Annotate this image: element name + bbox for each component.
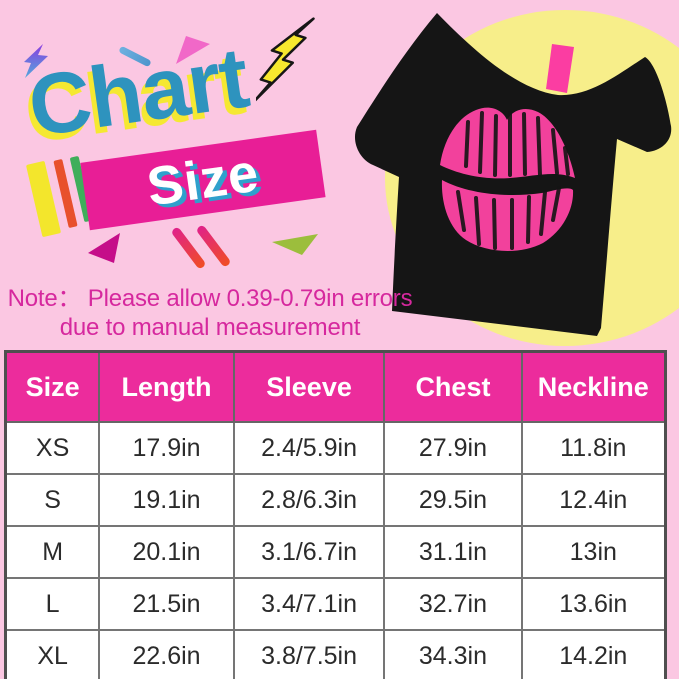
size-banner: Size	[80, 129, 326, 231]
measurement-cell: 17.9in	[98, 421, 235, 475]
tshirt-product-image	[354, 13, 672, 336]
header-size: Size	[4, 350, 101, 423]
logo-word-chart: Chart	[22, 29, 254, 156]
measurement-cell: 2.4/5.9in	[232, 421, 386, 475]
measurement-cell: 27.9in	[383, 421, 523, 475]
table-row: XS 17.9in 2.4/5.9in 27.9in 11.8in	[4, 421, 667, 475]
measurement-cell: 19.1in	[98, 473, 235, 527]
size-cell: XS	[4, 421, 101, 475]
yellow-lightning-icon	[256, 17, 315, 103]
measurement-cell: 20.1in	[98, 525, 235, 579]
measurement-cell: 31.1in	[383, 525, 523, 579]
measurement-cell: 32.7in	[383, 577, 523, 631]
header-neckline: Neckline	[520, 350, 667, 423]
table-row: M 20.1in 3.1/6.7in 31.1in 13in	[4, 525, 667, 579]
logo-word-size: Size	[143, 142, 263, 218]
purple-lightning-icon	[24, 44, 48, 78]
lips-texture-streaks	[456, 111, 570, 250]
green-triangle-icon	[272, 234, 318, 255]
measurement-cell: 14.2in	[520, 629, 667, 679]
table-row: XL 22.6in 3.8/7.5in 34.3in 14.2in	[4, 629, 667, 679]
size-cell: L	[4, 577, 101, 631]
measurement-cell: 13.6in	[520, 577, 667, 631]
measurement-cell: 22.6in	[98, 629, 235, 679]
measurement-cell: 2.8/6.3in	[232, 473, 386, 527]
table-row: S 19.1in 2.8/6.3in 29.5in 12.4in	[4, 473, 667, 527]
header-chest: Chest	[383, 350, 523, 423]
measurement-cell: 29.5in	[383, 473, 523, 527]
measurement-cell: 21.5in	[98, 577, 235, 631]
table-header-row: Size Length Sleeve Chest Neckline	[4, 350, 667, 423]
magenta-triangle-icon	[88, 233, 120, 263]
measurement-cell: 11.8in	[520, 421, 667, 475]
header-sleeve: Sleeve	[232, 350, 386, 423]
measurement-cell: 3.1/6.7in	[232, 525, 386, 579]
size-table: Size Length Sleeve Chest Neckline XS 17.…	[4, 350, 667, 679]
hang-tab	[546, 44, 574, 93]
measurement-cell: 3.8/7.5in	[232, 629, 386, 679]
measurement-cell: 3.4/7.1in	[232, 577, 386, 631]
measurement-cell: 34.3in	[383, 629, 523, 679]
size-cell: XL	[4, 629, 101, 679]
note-line-2: due to manual measurement	[59, 314, 361, 342]
table-row: L 21.5in 3.4/7.1in 32.7in 13.6in	[4, 577, 667, 631]
measurement-cell: 12.4in	[520, 473, 667, 527]
size-cell: M	[4, 525, 101, 579]
header-length: Length	[98, 350, 235, 423]
size-cell: S	[4, 473, 101, 527]
measurement-cell: 13in	[520, 525, 667, 579]
note-line-1: Note： Please allow 0.39-0.79in errors	[7, 285, 413, 312]
measurement-note: Note： Please allow 0.39-0.79in errors du…	[0, 284, 420, 343]
pink-triangle-icon	[176, 36, 210, 64]
